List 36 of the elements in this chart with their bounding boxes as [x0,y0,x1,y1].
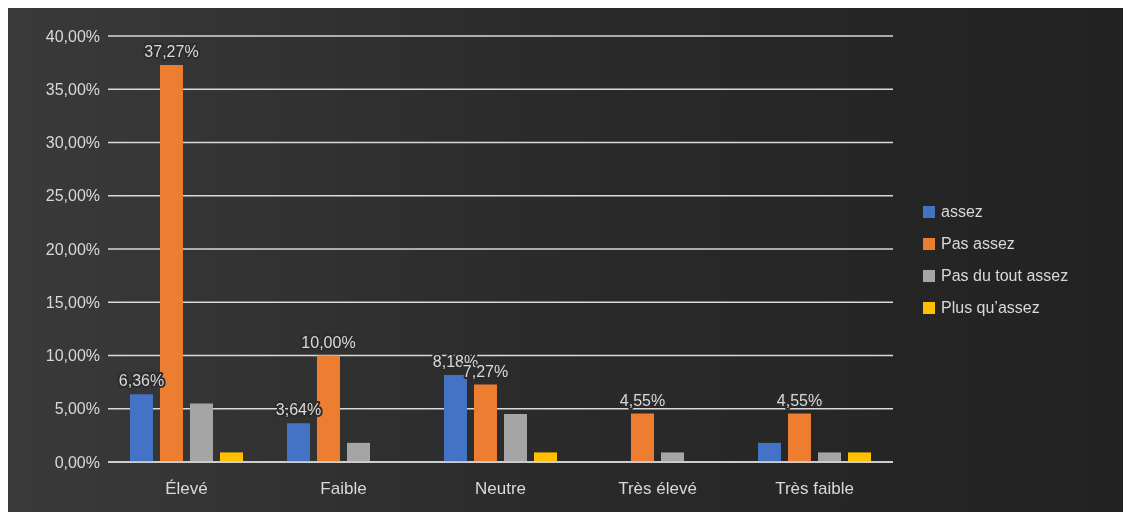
data-label: 37,27% [144,43,199,61]
y-tick-label: 25,00% [45,187,100,205]
bar [219,452,243,462]
legend-label: Pas assez [941,235,1015,253]
bar [757,442,781,462]
bar [847,452,871,462]
y-tick-label: 35,00% [45,80,100,98]
bar [503,414,527,462]
x-tick-label: Faible [320,479,367,499]
x-tick-label: Élevé [165,479,208,499]
bar [346,442,370,462]
x-tick-label: Très élevé [618,479,697,499]
bar [787,413,811,462]
legend-label: assez [941,203,983,221]
x-tick-label: Très faible [775,479,854,499]
bar [189,403,213,462]
bar [533,452,557,462]
data-label: 4,55% [776,391,823,409]
bar [630,413,654,462]
data-label: 4,55% [619,391,666,409]
y-tick-label: 40,00% [45,27,100,45]
bar [473,384,497,462]
legend-label: Plus qu’assez [941,299,1040,317]
y-tick-label: 30,00% [45,134,100,152]
y-tick-label: 15,00% [45,293,100,311]
bar [817,452,841,462]
y-tick-label: 10,00% [45,347,100,365]
bar [129,394,153,462]
y-tick-label: 0,00% [54,453,100,471]
legend-label: Pas du tout assez [941,267,1069,285]
x-tick-label: Neutre [474,479,527,499]
data-label: 10,00% [301,333,356,351]
y-tick-label: 5,00% [54,400,100,418]
bar [286,423,310,462]
y-tick-label: 20,00% [45,240,100,258]
bar [660,452,684,462]
